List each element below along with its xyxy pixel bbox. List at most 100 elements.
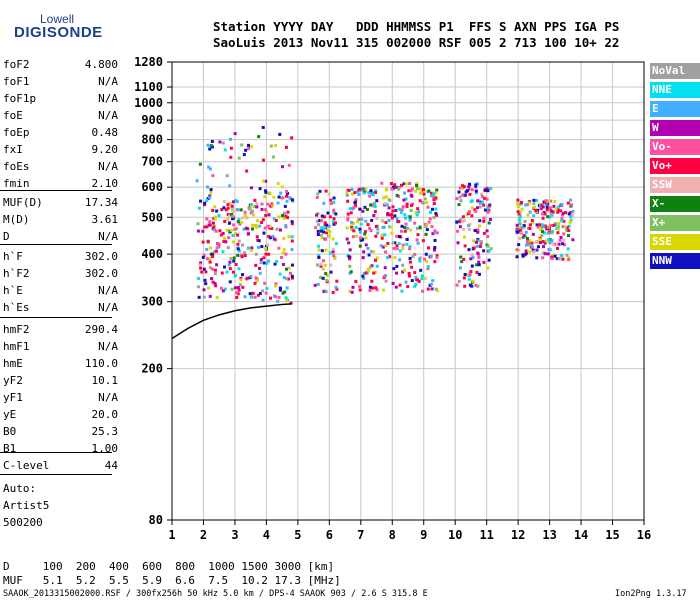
echo-point	[256, 219, 260, 223]
echo-point	[213, 215, 217, 219]
echo-point	[529, 241, 533, 245]
param-value-fxi: 9.20	[91, 143, 119, 156]
echo-point	[208, 260, 212, 264]
echo-point	[211, 174, 215, 178]
echo-point	[474, 240, 478, 244]
echo-point	[216, 242, 220, 246]
echo-point	[255, 202, 259, 206]
echo-point	[487, 249, 491, 253]
echo-point	[523, 219, 527, 223]
param-separator	[0, 452, 112, 453]
echo-point	[486, 206, 490, 210]
param-label-ye: yE	[3, 408, 17, 421]
echo-point	[463, 244, 467, 248]
echo-point	[239, 283, 243, 287]
echo-point	[431, 232, 435, 236]
echo-point	[421, 239, 425, 243]
echo-point	[407, 271, 411, 275]
echo-point	[212, 250, 216, 254]
echo-point	[236, 242, 240, 246]
echo-point	[237, 249, 241, 253]
echo-point	[255, 205, 259, 209]
echo-point	[208, 167, 212, 171]
echo-point	[459, 199, 463, 203]
echo-point	[376, 231, 380, 235]
echo-point	[333, 255, 337, 259]
auto-line1: Auto:	[3, 482, 37, 495]
echo-point	[558, 238, 562, 242]
param-label-fxi: fxI	[3, 143, 23, 156]
echo-point	[245, 276, 249, 280]
echo-point	[566, 201, 570, 205]
echo-point	[409, 209, 413, 213]
param-value-md: 3.61	[91, 213, 119, 226]
echo-point	[552, 204, 556, 208]
echo-point	[546, 252, 550, 256]
echo-point	[517, 202, 521, 206]
echo-point	[228, 184, 232, 188]
echo-point	[346, 188, 350, 192]
echo-point	[532, 198, 536, 202]
echo-point	[329, 251, 333, 255]
echo-point	[415, 181, 419, 185]
echo-point	[352, 229, 356, 233]
echo-point	[317, 248, 321, 252]
echo-point	[482, 231, 486, 235]
echo-point	[395, 244, 399, 248]
echo-point	[455, 283, 459, 287]
echo-point	[407, 189, 411, 193]
echo-point	[323, 263, 327, 267]
echo-point	[234, 227, 238, 231]
echo-point	[237, 156, 241, 160]
echo-point	[278, 288, 282, 292]
echo-point	[433, 229, 437, 233]
echo-point	[561, 211, 565, 215]
echo-point	[332, 211, 336, 215]
echo-point	[231, 214, 235, 218]
echo-point	[254, 223, 258, 227]
echo-point	[285, 199, 289, 203]
echo-point	[247, 207, 251, 211]
echo-point	[290, 263, 294, 267]
echo-point	[432, 202, 436, 206]
echo-point	[401, 263, 405, 267]
x-tick-label: 5	[294, 528, 301, 542]
echo-point	[482, 219, 486, 223]
echo-point	[397, 220, 401, 224]
echo-point	[475, 244, 479, 248]
echo-point	[326, 211, 330, 215]
echo-point	[314, 226, 318, 230]
echo-point	[487, 258, 491, 262]
echo-point	[320, 219, 324, 223]
echo-point	[391, 205, 395, 209]
echo-point	[205, 225, 209, 229]
echo-point	[532, 214, 536, 218]
echo-point	[425, 223, 429, 227]
echo-point	[283, 204, 287, 208]
echo-point	[274, 284, 278, 288]
echo-point	[367, 226, 371, 230]
echo-point	[284, 224, 288, 228]
echo-point	[526, 241, 530, 245]
echo-point	[361, 209, 365, 213]
echo-point	[393, 256, 397, 260]
echo-point	[384, 279, 388, 283]
echo-point	[465, 189, 469, 193]
echo-point	[286, 210, 290, 214]
echo-point	[413, 271, 417, 275]
param-label-hf: h`F	[3, 250, 23, 263]
echo-point	[397, 207, 401, 211]
footer-muf-row: MUF 5.1 5.2 5.5 5.9 6.6 7.5 10.2 17.3 [M…	[3, 574, 341, 587]
echo-point	[203, 203, 207, 207]
echo-point	[316, 192, 320, 196]
echo-point	[227, 263, 231, 267]
echo-point	[236, 233, 240, 237]
echo-point	[224, 240, 228, 244]
echo-point	[571, 210, 575, 214]
echo-point	[236, 253, 240, 257]
echo-point	[416, 187, 420, 191]
echo-point	[567, 212, 571, 216]
echo-point	[353, 191, 357, 195]
echo-point	[248, 292, 252, 296]
echo-point	[368, 289, 372, 293]
